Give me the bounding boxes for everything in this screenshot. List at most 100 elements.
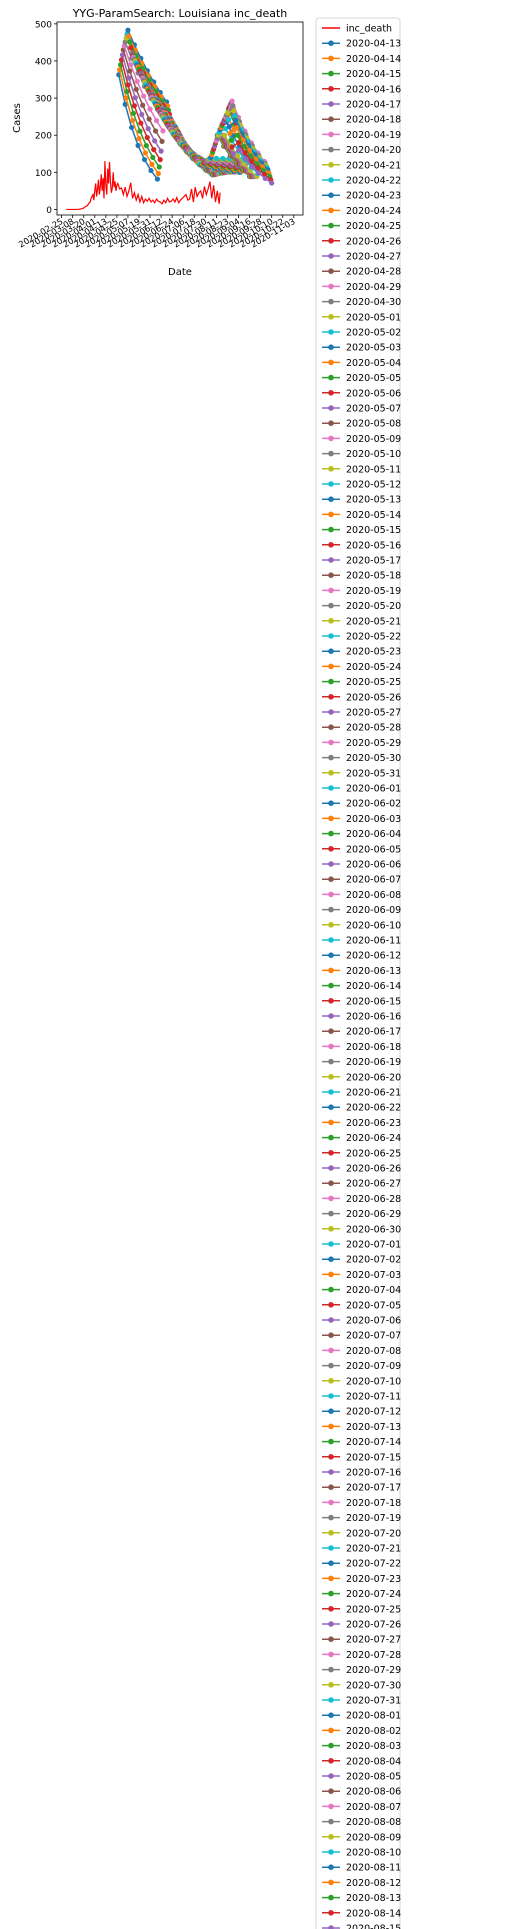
forecast-point-2020-04-16 bbox=[138, 120, 144, 126]
legend-marker-2020-07-17 bbox=[328, 1484, 334, 1490]
legend-label-2020-07-22: 2020-07-22 bbox=[346, 1559, 401, 1570]
legend-label-2020-06-21: 2020-06-21 bbox=[346, 1088, 401, 1099]
legend-label-2020-04-30: 2020-04-30 bbox=[346, 297, 401, 308]
legend-marker-2020-05-21 bbox=[328, 618, 334, 624]
legend-label-2020-05-14: 2020-05-14 bbox=[346, 510, 401, 521]
legend-label-2020-07-29: 2020-07-29 bbox=[346, 1665, 401, 1676]
forecast-point-2020-04-14 bbox=[149, 161, 155, 167]
forecast-point-2020-04-17 bbox=[145, 126, 151, 132]
legend-label-2020-06-18: 2020-06-18 bbox=[346, 1042, 401, 1053]
legend-label-2020-06-08: 2020-06-08 bbox=[346, 890, 401, 901]
legend-label-2020-04-17: 2020-04-17 bbox=[346, 100, 401, 111]
legend-marker-2020-07-13 bbox=[328, 1423, 334, 1430]
forecast-point-2020-08-11 bbox=[226, 123, 232, 130]
legend-marker-2020-05-30 bbox=[328, 754, 334, 761]
legend-marker-2020-05-11 bbox=[328, 466, 334, 472]
legend-label-2020-08-15: 2020-08-15 bbox=[346, 1924, 401, 1929]
legend-marker-2020-05-20 bbox=[328, 602, 334, 609]
legend-label-2020-06-25: 2020-06-25 bbox=[346, 1148, 401, 1159]
legend-label-2020-07-19: 2020-07-19 bbox=[346, 1513, 401, 1524]
forecast-point-2020-04-19 bbox=[160, 128, 166, 134]
legend-label-2020-05-06: 2020-05-06 bbox=[346, 388, 401, 399]
legend-marker-2020-07-21 bbox=[328, 1545, 334, 1551]
forecast-point-2020-08-08 bbox=[230, 103, 236, 109]
legend-marker-2020-08-02 bbox=[328, 1727, 334, 1734]
legend-marker-2020-05-29 bbox=[328, 739, 334, 746]
legend-marker-2020-04-13 bbox=[328, 40, 334, 46]
legend-label-2020-06-09: 2020-06-09 bbox=[346, 905, 401, 916]
legend-marker-2020-05-05 bbox=[328, 374, 334, 381]
legend-label-2020-08-07: 2020-08-07 bbox=[346, 1802, 401, 1813]
legend-label-2020-05-22: 2020-05-22 bbox=[346, 632, 401, 643]
forecast-point-2020-04-15 bbox=[137, 128, 143, 134]
legend-label-2020-07-11: 2020-07-11 bbox=[346, 1392, 401, 1403]
y-tick-label: 200 bbox=[35, 132, 52, 142]
legend-frame bbox=[315, 17, 401, 1929]
legend-label-2020-06-03: 2020-06-03 bbox=[346, 814, 401, 825]
forecast-point-2020-04-16 bbox=[151, 146, 157, 153]
forecast-point-2020-04-18 bbox=[146, 116, 152, 122]
legend-marker-2020-08-10 bbox=[328, 1849, 334, 1855]
forecast-point-2020-08-14 bbox=[229, 144, 235, 150]
legend-label-2020-08-03: 2020-08-03 bbox=[346, 1741, 401, 1752]
legend-marker-2020-06-04 bbox=[328, 830, 334, 837]
legend-label-2020-05-24: 2020-05-24 bbox=[346, 662, 401, 673]
legend-marker-2020-08-01 bbox=[328, 1712, 334, 1718]
legend-marker-2020-06-03 bbox=[328, 815, 334, 822]
legend-marker-2020-05-01 bbox=[328, 314, 334, 320]
forecast-point-2020-08-15 bbox=[269, 180, 275, 186]
legend-marker-2020-06-11 bbox=[328, 937, 334, 943]
legend-marker-2020-07-02 bbox=[328, 1256, 334, 1262]
forecast-point-2020-04-23 bbox=[125, 27, 131, 33]
legend-label-2020-06-11: 2020-06-11 bbox=[346, 936, 401, 947]
legend-label-2020-07-04: 2020-07-04 bbox=[346, 1285, 401, 1296]
legend-label-2020-07-20: 2020-07-20 bbox=[346, 1528, 401, 1539]
legend-marker-2020-05-26 bbox=[328, 694, 334, 700]
legend-label-2020-06-17: 2020-06-17 bbox=[346, 1027, 401, 1038]
legend-marker-2020-07-03 bbox=[328, 1271, 334, 1278]
forecast-point-2020-08-09 bbox=[224, 110, 231, 116]
forecast-point-2020-08-15 bbox=[243, 156, 249, 162]
forecast-point-2020-08-10 bbox=[225, 117, 231, 123]
legend-marker-2020-06-16 bbox=[328, 1013, 334, 1019]
forecast-point-2020-04-17 bbox=[126, 75, 132, 81]
legend-label-2020-05-11: 2020-05-11 bbox=[346, 464, 401, 475]
legend-label-2020-06-16: 2020-06-16 bbox=[346, 1012, 401, 1023]
legend-label-2020-07-03: 2020-07-03 bbox=[346, 1270, 401, 1281]
legend-marker-2020-06-01 bbox=[328, 785, 334, 791]
legend-marker-2020-04-21 bbox=[328, 162, 334, 168]
legend-marker-2020-06-19 bbox=[328, 1058, 334, 1065]
legend-label-2020-05-29: 2020-05-29 bbox=[346, 738, 401, 749]
legend-label-2020-05-13: 2020-05-13 bbox=[346, 495, 401, 506]
legend-marker-2020-07-09 bbox=[328, 1362, 334, 1369]
legend-marker-2020-07-28 bbox=[328, 1651, 334, 1658]
legend-label-2020-04-23: 2020-04-23 bbox=[346, 191, 401, 202]
legend-label-2020-06-19: 2020-06-19 bbox=[346, 1057, 401, 1068]
legend-marker-2020-08-13 bbox=[328, 1894, 334, 1901]
legend-marker-2020-07-30 bbox=[328, 1682, 334, 1688]
legend-label-2020-05-25: 2020-05-25 bbox=[346, 677, 401, 688]
legend-marker-2020-07-15 bbox=[328, 1454, 334, 1460]
legend-label-2020-06-22: 2020-06-22 bbox=[346, 1103, 401, 1114]
y-axis: 0 100 200 300 400 500 bbox=[35, 20, 57, 216]
legend-marker-2020-04-26 bbox=[328, 238, 334, 244]
legend-label-2020-06-27: 2020-06-27 bbox=[346, 1179, 401, 1190]
legend-label-2020-05-17: 2020-05-17 bbox=[346, 556, 401, 567]
legend-label-2020-05-03: 2020-05-03 bbox=[346, 343, 401, 354]
legend-marker-2020-07-11 bbox=[328, 1393, 334, 1399]
forecast-point-2020-04-13 bbox=[135, 142, 141, 149]
legend-label-2020-05-07: 2020-05-07 bbox=[346, 404, 401, 415]
legend-marker-2020-05-03 bbox=[328, 344, 334, 351]
forecast-point-2020-04-17 bbox=[152, 138, 158, 144]
legend-marker-2020-05-27 bbox=[328, 709, 334, 715]
x-axis: 2020-02-252020-03-082020-03-202020-04-01… bbox=[17, 215, 297, 250]
legend-label-2020-04-25: 2020-04-25 bbox=[346, 221, 401, 232]
legend-label-2020-07-06: 2020-07-06 bbox=[346, 1316, 401, 1327]
legend-label-2020-07-12: 2020-07-12 bbox=[346, 1407, 401, 1418]
legend-label-2020-05-23: 2020-05-23 bbox=[346, 647, 401, 658]
forecast-point-2020-04-24 bbox=[126, 33, 132, 39]
legend-label-2020-04-19: 2020-04-19 bbox=[346, 130, 401, 141]
legend-label-2020-06-12: 2020-06-12 bbox=[346, 951, 401, 962]
forecast-point-2020-04-25 bbox=[127, 39, 133, 45]
